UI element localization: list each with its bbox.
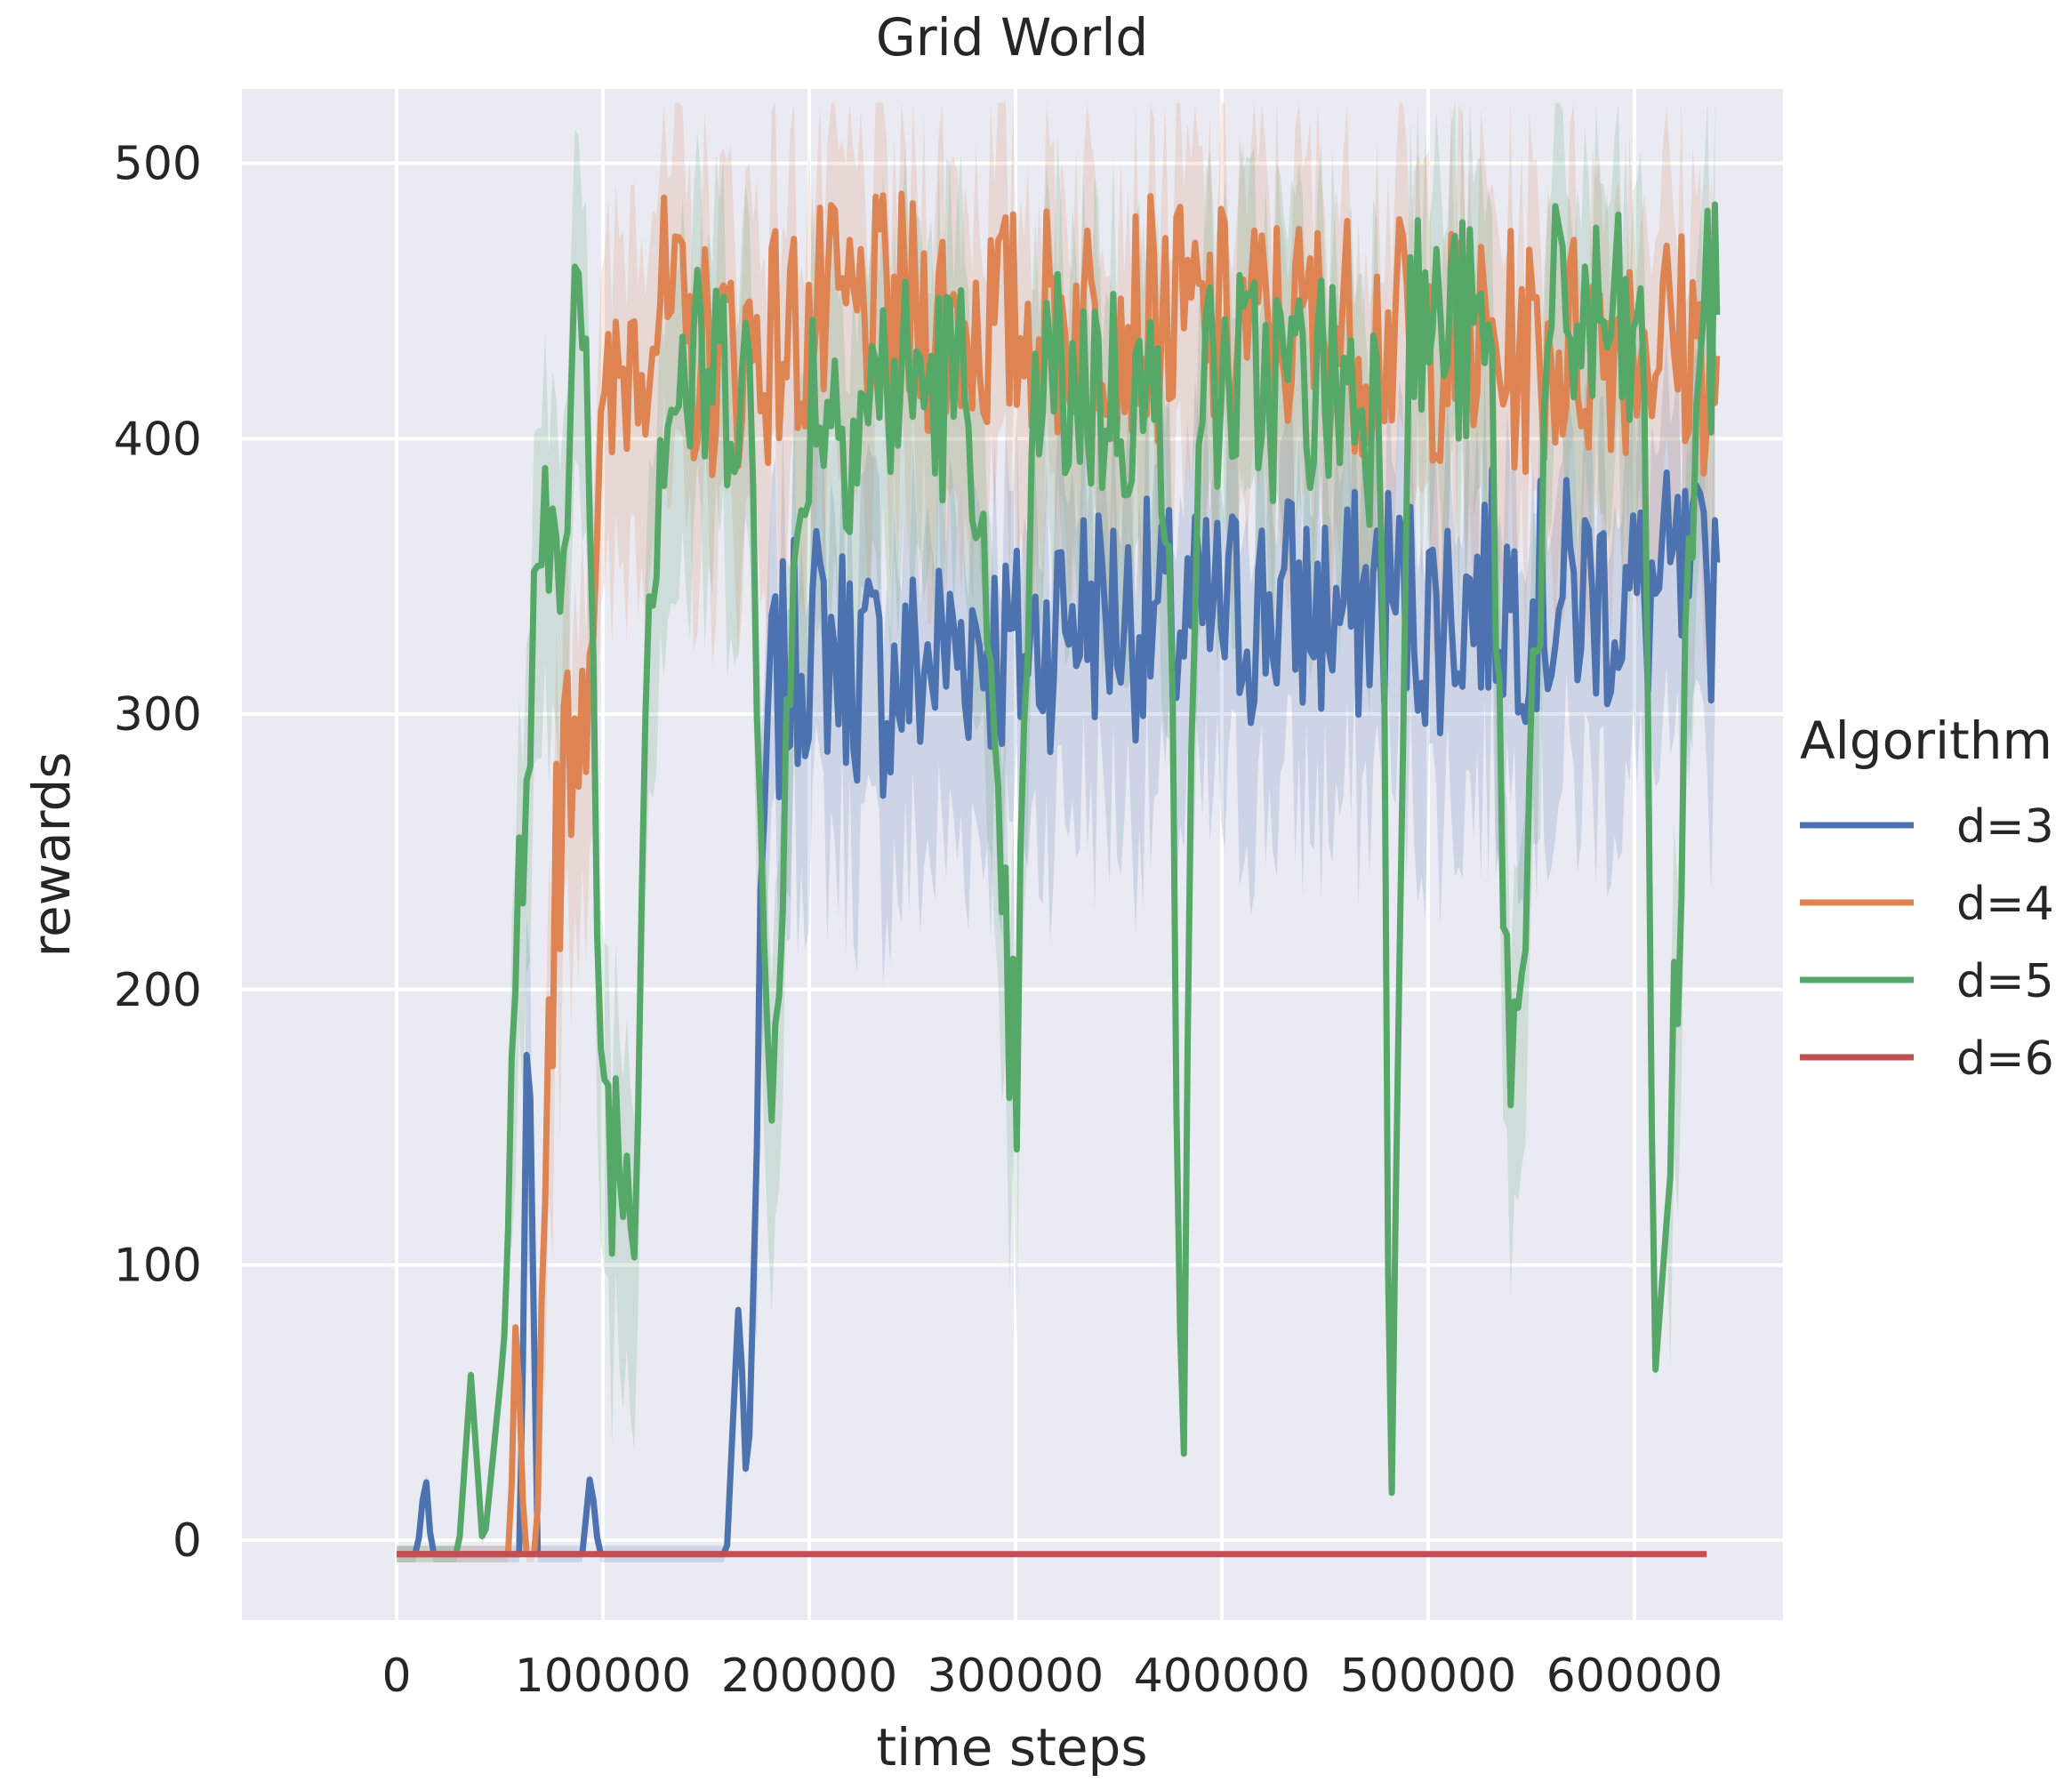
x-tick-label: 500000 [1340, 1650, 1517, 1703]
y-tick-label: 0 [173, 1514, 202, 1568]
legend-label-d=4: d=4 [1956, 878, 2054, 931]
series-line-d=5 [397, 201, 1721, 1558]
legend-label-d=6: d=6 [1956, 1032, 2054, 1086]
y-tick-label: 300 [114, 688, 202, 742]
legend: Algorithm d=3 d=4 d=5 d=6 [1800, 710, 2054, 1086]
series-line-d=4 [397, 190, 1721, 1558]
x-tick-label: 200000 [721, 1650, 898, 1703]
x-axis-label: time steps [876, 1717, 1147, 1778]
legend-label-d=5: d=5 [1956, 955, 2054, 1008]
x-tick-label: 400000 [1134, 1650, 1311, 1703]
legend-items: d=3 d=4 d=5 d=6 [1800, 800, 2054, 1086]
y-axis-label: rewards [21, 751, 82, 957]
y-tick-label: 400 [114, 413, 202, 466]
y-tick-label: 200 [114, 964, 202, 1017]
series-layer [397, 190, 1721, 1558]
x-tick-label: 100000 [515, 1650, 692, 1703]
x-tick-label: 300000 [928, 1650, 1104, 1703]
tick-label-layer: 0 100000 200000 300000 400000 500000 600000 0 10… [114, 138, 1723, 1703]
x-tick-label: 600000 [1546, 1650, 1723, 1703]
y-tick-label: 100 [114, 1239, 202, 1292]
y-tick-label: 500 [114, 138, 202, 191]
legend-title: Algorithm [1800, 710, 2052, 771]
legend-label-d=3: d=3 [1956, 800, 2054, 854]
x-tick-label: 0 [381, 1650, 411, 1703]
chart-title: Grid World [876, 7, 1148, 68]
